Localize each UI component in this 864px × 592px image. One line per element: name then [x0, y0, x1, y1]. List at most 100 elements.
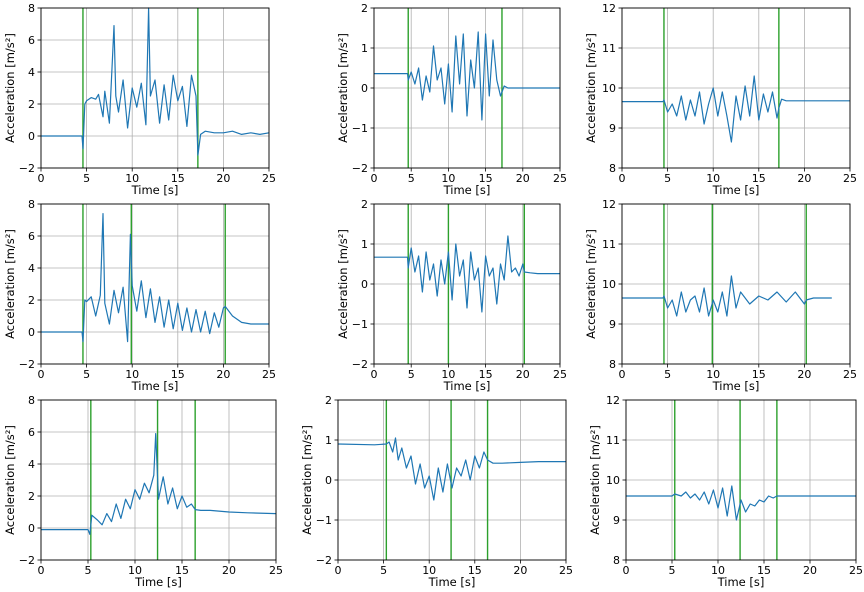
x-tick-label: 25	[553, 172, 567, 185]
x-tick-label: 15	[171, 368, 185, 381]
x-tick-label: 0	[371, 368, 378, 381]
y-tick-label: −1	[316, 514, 332, 527]
y-tick-label: 11	[602, 238, 616, 251]
subplot-2: 0 5 10 15 20 25 −2 −1 0 1 2 Time [s] Acceleration [m…	[336, 2, 567, 197]
y-tick-label: 6	[28, 230, 35, 243]
x-tick-label: 0	[38, 172, 45, 185]
y-tick-label: −2	[19, 358, 35, 371]
y-tick-label: 2	[325, 394, 332, 407]
x-tick-label: 10	[711, 564, 725, 577]
y-tick-label: 2	[361, 198, 368, 211]
y-tick-label: 2	[28, 490, 35, 503]
y-axis-label: Acceleration [m/s²]	[300, 425, 314, 535]
y-tick-label: 2	[28, 294, 35, 307]
y-axis-label: Acceleration [m/s²]	[584, 229, 598, 339]
x-tick-label: 25	[262, 368, 276, 381]
axes-frame	[621, 203, 851, 365]
series-line	[622, 275, 832, 317]
subplot-3: 0 5 10 15 20 25 8 9 10 11 12 Time [s] Acceleration […	[584, 2, 857, 197]
axes-frame	[373, 203, 561, 365]
x-tick-label: 10	[441, 172, 455, 185]
y-axis-label: Acceleration [m/s²]	[3, 229, 17, 339]
x-tick-label: 10	[706, 368, 720, 381]
subplot-5: 0 5 10 15 20 25 −2 −1 0 1 2 Time [s] Acceleration [m…	[336, 198, 567, 393]
y-axis-label: Acceleration [m/s²]	[336, 229, 350, 339]
series-line	[374, 235, 560, 313]
y-axis-label: Acceleration [m/s²]	[588, 425, 602, 535]
x-tick-label: 20	[513, 564, 527, 577]
x-tick-label: 15	[479, 368, 493, 381]
y-tick-label: 0	[361, 278, 368, 291]
y-tick-label: 8	[28, 198, 35, 211]
y-tick-label: −2	[316, 554, 332, 567]
y-tick-label: 9	[609, 122, 616, 135]
y-tick-label: −1	[352, 318, 368, 331]
axes-frame	[40, 399, 277, 561]
y-axis-label: Acceleration [m/s²]	[3, 425, 17, 535]
axes-frame	[337, 399, 567, 561]
x-tick-label: 5	[408, 172, 415, 185]
axes-frame	[40, 203, 270, 365]
y-tick-label: 10	[602, 278, 616, 291]
x-tick-label: 20	[216, 368, 230, 381]
y-tick-label: 8	[28, 2, 35, 15]
x-tick-label: 15	[468, 564, 482, 577]
y-tick-label: 0	[28, 522, 35, 535]
y-tick-label: 8	[613, 554, 620, 567]
x-tick-label: 15	[752, 368, 766, 381]
x-tick-label: 20	[797, 172, 811, 185]
y-tick-label: 9	[609, 318, 616, 331]
x-axis-label: Time [s]	[428, 575, 476, 589]
subplot-9: 0 5 10 15 20 25 8 9 10 11 12 Time [s] Acceleration […	[588, 394, 863, 589]
x-tick-label: 10	[125, 172, 139, 185]
series-line	[41, 213, 269, 343]
y-tick-label: −2	[352, 162, 368, 175]
x-tick-label: 5	[85, 564, 92, 577]
x-tick-label: 15	[757, 564, 771, 577]
x-axis-label: Time [s]	[131, 379, 179, 393]
x-tick-label: 20	[516, 368, 530, 381]
y-tick-label: 0	[28, 130, 35, 143]
y-tick-label: 8	[28, 394, 35, 407]
y-tick-label: −1	[352, 122, 368, 135]
y-tick-label: 10	[606, 474, 620, 487]
y-tick-label: 1	[361, 238, 368, 251]
y-tick-label: 12	[602, 198, 616, 211]
y-tick-label: 6	[28, 426, 35, 439]
y-tick-label: 6	[28, 34, 35, 47]
axes-frame	[625, 399, 857, 561]
x-tick-label: 15	[171, 172, 185, 185]
x-tick-label: 20	[797, 368, 811, 381]
x-tick-label: 20	[803, 564, 817, 577]
series-line	[41, 433, 277, 536]
x-tick-label: 15	[752, 172, 766, 185]
x-axis-label: Time [s]	[134, 575, 182, 589]
y-tick-label: 10	[602, 82, 616, 95]
x-tick-label: 25	[559, 564, 573, 577]
y-tick-label: −2	[19, 554, 35, 567]
y-axis-label: Acceleration [m/s²]	[336, 33, 350, 143]
x-tick-label: 0	[623, 564, 630, 577]
x-tick-label: 5	[669, 564, 676, 577]
y-tick-label: 8	[609, 358, 616, 371]
axes-frame	[373, 7, 561, 169]
series-line	[41, 7, 270, 156]
x-tick-label: 0	[38, 564, 45, 577]
series-line	[622, 75, 850, 143]
x-tick-label: 10	[128, 564, 142, 577]
x-tick-label: 0	[619, 368, 626, 381]
x-tick-label: 0	[619, 172, 626, 185]
x-tick-label: 25	[849, 564, 863, 577]
x-axis-label: Time [s]	[717, 575, 765, 589]
x-tick-label: 25	[553, 368, 567, 381]
series-line	[337, 437, 566, 501]
y-tick-label: −2	[352, 358, 368, 371]
x-tick-label: 5	[664, 368, 671, 381]
x-axis-label: Time [s]	[443, 379, 491, 393]
x-tick-label: 10	[125, 368, 139, 381]
y-tick-label: 0	[361, 82, 368, 95]
x-tick-label: 20	[216, 172, 230, 185]
subplot-6: 0 5 10 15 20 25 8 9 10 11 12 Time [s] Acceleration […	[584, 198, 857, 393]
